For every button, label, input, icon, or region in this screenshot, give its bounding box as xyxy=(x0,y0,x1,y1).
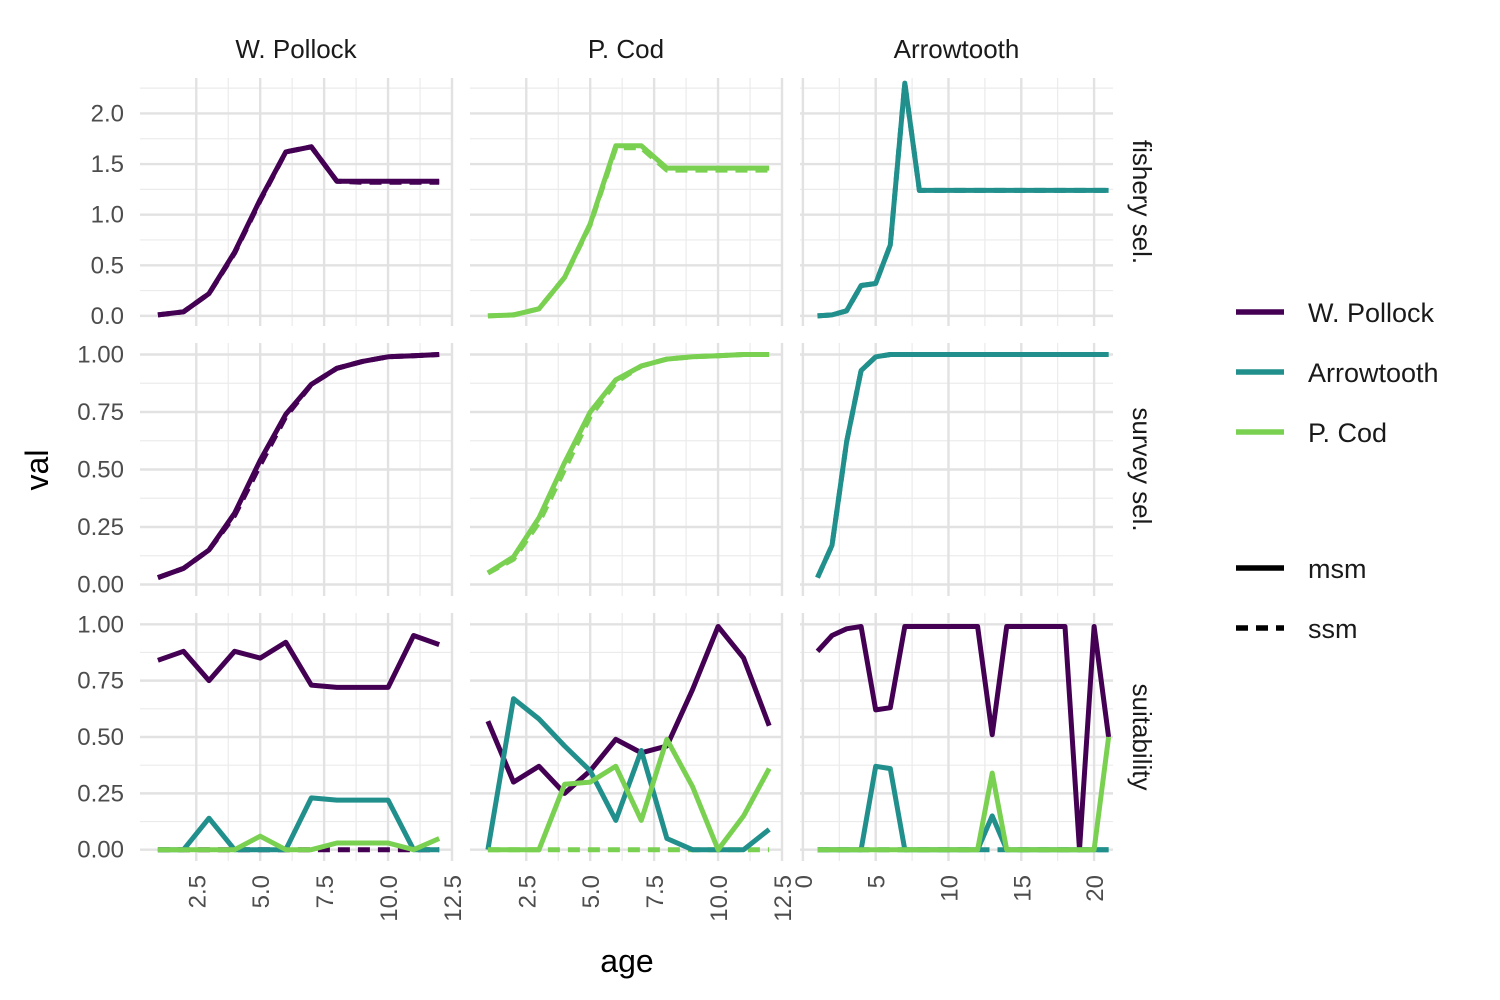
legend-item-arrowtooth: Arrowtooth xyxy=(1236,358,1439,388)
y-tick-label: 0.75 xyxy=(77,668,124,695)
series-line-fishery-arrowtooth-arrowtooth-msm xyxy=(817,80,1109,319)
series-line-suitability-arrowtooth-arrowtooth-msm xyxy=(817,763,1109,853)
gridlines xyxy=(140,78,454,326)
y-tick-label: 0.00 xyxy=(77,837,124,864)
series-line-suitability-cod-p-cod-msm xyxy=(487,736,772,853)
y-axis-title: val xyxy=(19,450,55,491)
legend-label-w-pollock: W. Pollock xyxy=(1308,298,1435,328)
y-tick-label: 0.50 xyxy=(77,724,124,751)
series-line-survey-pollock-w-pollock-msm xyxy=(157,352,440,580)
series-line-suitability-cod-arrowtooth-msm xyxy=(485,696,771,853)
strip-label-fishery: fishery sel. xyxy=(1127,140,1157,264)
series-line-survey-pollock-w-pollock-ssm xyxy=(157,352,440,580)
series-line-fishery-pollock-w-pollock-ssm xyxy=(157,144,440,318)
strip-label-suitability: suitability xyxy=(1127,684,1157,791)
x-tick-label: 5.0 xyxy=(578,875,605,908)
x-tick-label: 7.5 xyxy=(642,875,669,908)
gridlines xyxy=(470,78,784,326)
y-tick-label: 1.5 xyxy=(91,151,124,178)
gridlines xyxy=(140,343,454,596)
series-line-suitability-pollock-p-cod-msm xyxy=(157,833,441,853)
series-line-survey-arrowtooth-arrowtooth-ssm xyxy=(815,352,1109,579)
panel-fishery-arrowtooth xyxy=(800,78,1113,326)
panel-survey-pollock: 0.00 0.25 0.50 0.75 1.00 xyxy=(77,342,454,599)
y-tick-label: 0.50 xyxy=(77,457,124,484)
strip-label-cod: P. Cod xyxy=(588,34,664,64)
x-tick-label: 7.5 xyxy=(312,875,339,908)
y-tick-label: 0.0 xyxy=(91,303,124,330)
x-tick-label: 15 xyxy=(1009,875,1036,902)
strip-label-pollock: W. Pollock xyxy=(235,34,357,64)
y-tick-label: 1.00 xyxy=(77,611,124,638)
gridlines xyxy=(800,343,1113,596)
panel-survey-arrowtooth xyxy=(800,343,1113,596)
strip-label-survey: survey sel. xyxy=(1127,407,1157,531)
legend-item-ssm: ssm xyxy=(1236,614,1358,644)
series-line-survey-cod-p-cod-msm xyxy=(486,352,770,576)
series-line-suitability-pollock-arrowtooth-msm xyxy=(157,795,440,853)
series-line-suitability-arrowtooth-w-pollock-msm xyxy=(815,624,1112,853)
series-line-fishery-cod-p-cod-msm xyxy=(487,143,770,319)
y-tick-label: 1.00 xyxy=(77,342,124,369)
gridlines xyxy=(140,613,454,861)
gridlines xyxy=(800,78,1113,326)
series-line-survey-cod-p-cod-ssm xyxy=(486,352,770,576)
legend-label-p-cod: P. Cod xyxy=(1308,418,1387,448)
x-axis-title: age xyxy=(600,943,653,979)
x-tick-label: 2.5 xyxy=(184,875,211,908)
series-line-suitability-pollock-w-pollock-msm xyxy=(157,633,441,690)
x-tick-label: 10 xyxy=(936,875,963,902)
series-line-suitability-cod-w-pollock-msm xyxy=(485,624,772,796)
gridlines xyxy=(470,343,784,596)
strip-label-arrowtooth: Arrowtooth xyxy=(894,34,1020,64)
panel-suitability-pollock: 0.00 0.25 0.50 0.75 1.00 2.5 5.0 7.5 10.0 12.5 xyxy=(77,611,467,921)
x-tick-label: 12.5 xyxy=(440,875,467,922)
y-tick-label: 1.0 xyxy=(91,202,124,229)
series-line-fishery-arrowtooth-arrowtooth-ssm xyxy=(817,80,1109,319)
x-tick-label: 10.0 xyxy=(376,875,403,922)
legend-item-msm: msm xyxy=(1236,554,1366,584)
series-line-suitability-arrowtooth-p-cod-msm xyxy=(817,736,1112,853)
x-tick-label: 10.0 xyxy=(706,875,733,922)
x-tick-label: 20 xyxy=(1082,875,1109,902)
x-tick-label: 2.5 xyxy=(514,875,541,908)
x-tick-label: 5 xyxy=(864,875,891,888)
y-tick-label: 0.5 xyxy=(91,252,124,279)
panel-fishery-pollock: 0.0 0.5 1.0 1.5 2.0 xyxy=(91,78,454,330)
legend-label-arrowtooth: Arrowtooth xyxy=(1308,358,1439,388)
panel-survey-cod xyxy=(470,343,784,596)
y-tick-label: 0.75 xyxy=(77,399,124,426)
x-tick-label: 5.0 xyxy=(248,875,275,908)
y-tick-label: 0.25 xyxy=(77,514,124,541)
y-tick-label: 2.0 xyxy=(91,100,124,127)
series-line-fishery-pollock-w-pollock-msm xyxy=(157,144,440,318)
legend: W. Pollock Arrowtooth P. Cod msm ssm xyxy=(1236,298,1439,644)
x-tick-label: 0 xyxy=(791,875,818,888)
legend-item-w-pollock: W. Pollock xyxy=(1236,298,1435,328)
panels-layer: 0.00.51.01.52.00.000.250.500.751.000.000… xyxy=(77,34,1157,922)
x-tick-label: 12.5 xyxy=(770,875,797,922)
legend-label-ssm: ssm xyxy=(1308,614,1358,644)
y-tick-label: 0.25 xyxy=(77,780,124,807)
legend-label-msm: msm xyxy=(1308,554,1366,584)
legend-item-p-cod: P. Cod xyxy=(1236,418,1387,448)
panel-fishery-cod xyxy=(470,78,784,326)
series-line-survey-arrowtooth-arrowtooth-msm xyxy=(815,352,1109,579)
y-tick-label: 0.00 xyxy=(77,572,124,599)
